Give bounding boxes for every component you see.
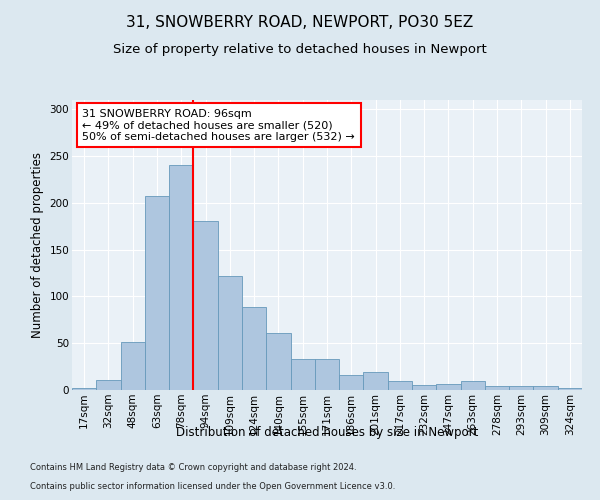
- Bar: [485, 386, 509, 390]
- Bar: [533, 386, 558, 390]
- Bar: [218, 276, 242, 390]
- Text: Contains HM Land Registry data © Crown copyright and database right 2024.: Contains HM Land Registry data © Crown c…: [30, 464, 356, 472]
- Bar: [412, 386, 436, 390]
- Bar: [193, 220, 218, 390]
- Bar: [436, 384, 461, 390]
- Text: 31 SNOWBERRY ROAD: 96sqm
← 49% of detached houses are smaller (520)
50% of semi-: 31 SNOWBERRY ROAD: 96sqm ← 49% of detach…: [82, 108, 355, 142]
- Bar: [339, 375, 364, 390]
- Bar: [388, 380, 412, 390]
- Bar: [364, 372, 388, 390]
- Bar: [558, 388, 582, 390]
- Bar: [315, 359, 339, 390]
- Bar: [145, 196, 169, 390]
- Text: Size of property relative to detached houses in Newport: Size of property relative to detached ho…: [113, 42, 487, 56]
- Bar: [242, 306, 266, 390]
- Bar: [266, 333, 290, 390]
- Bar: [96, 380, 121, 390]
- Text: Distribution of detached houses by size in Newport: Distribution of detached houses by size …: [176, 426, 478, 439]
- Text: 31, SNOWBERRY ROAD, NEWPORT, PO30 5EZ: 31, SNOWBERRY ROAD, NEWPORT, PO30 5EZ: [127, 15, 473, 30]
- Bar: [72, 388, 96, 390]
- Y-axis label: Number of detached properties: Number of detached properties: [31, 152, 44, 338]
- Bar: [290, 359, 315, 390]
- Bar: [121, 342, 145, 390]
- Bar: [461, 380, 485, 390]
- Bar: [169, 166, 193, 390]
- Bar: [509, 386, 533, 390]
- Text: Contains public sector information licensed under the Open Government Licence v3: Contains public sector information licen…: [30, 482, 395, 491]
